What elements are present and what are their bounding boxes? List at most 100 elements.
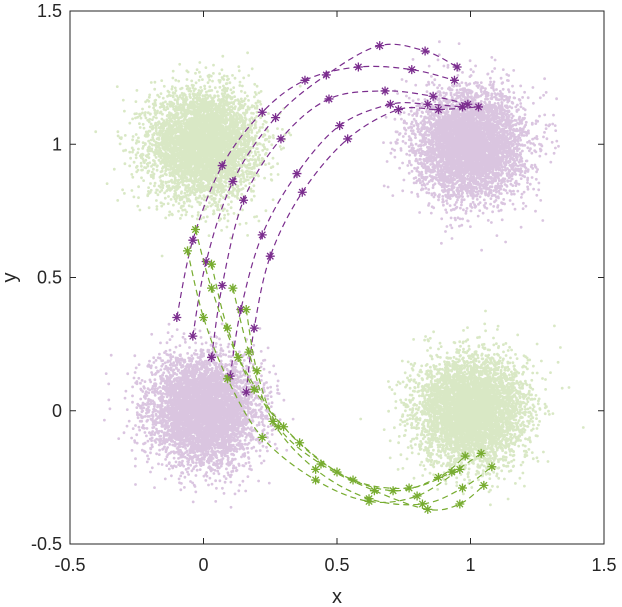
trajectory-marker — [380, 86, 390, 96]
trajectory-marker — [455, 499, 465, 509]
trajectory-line — [229, 101, 463, 377]
trajectory-green-9 — [241, 304, 489, 514]
trajectory-marker — [239, 195, 249, 205]
trajectory-marker — [479, 480, 489, 490]
x-tick-label: 1.5 — [591, 555, 616, 575]
trajectory-marker — [207, 283, 217, 293]
trajectory-line — [210, 264, 482, 490]
trajectory-marker — [447, 467, 457, 477]
trajectory-green-5 — [182, 246, 465, 506]
trajectory-marker — [423, 504, 433, 514]
trajectory-marker — [249, 323, 259, 333]
trajectory-marker — [223, 323, 233, 333]
trajectory-marker — [201, 257, 211, 267]
trajectory-marker — [273, 422, 283, 432]
x-axis-label: x — [332, 586, 342, 607]
trajectory-marker — [311, 464, 321, 474]
trajectory-purple-0 — [172, 62, 459, 322]
trajectory-marker — [433, 105, 443, 115]
trajectory-marker — [223, 374, 233, 384]
trajectory-marker — [412, 491, 422, 501]
trajectory-marker — [228, 283, 238, 293]
y-tick-label: -0.5 — [31, 534, 62, 554]
cluster-purple-2 — [103, 319, 295, 509]
plot-area-border — [69, 10, 605, 545]
trajectory-marker — [463, 99, 473, 109]
y-tick-label: 0 — [52, 401, 62, 421]
trajectory-marker — [276, 134, 286, 144]
trajectory-marker — [335, 121, 345, 131]
trajectory-green-7 — [207, 259, 486, 493]
trajectory-line — [192, 43, 458, 337]
trajectory-marker — [182, 246, 192, 256]
x-tick-label: 0.5 — [324, 555, 349, 575]
trajectory-marker — [388, 486, 398, 496]
trajectory-marker — [228, 177, 238, 187]
trajectory-marker — [423, 99, 433, 109]
trajectory-purple-2 — [207, 86, 473, 362]
trajectory-marker — [233, 352, 243, 362]
trajectory-marker — [268, 416, 278, 426]
trajectory-marker — [455, 464, 465, 474]
trajectory-marker — [449, 75, 459, 85]
trajectory-marker — [295, 438, 305, 448]
x-tick-label: 1 — [465, 555, 475, 575]
trajectory-marker — [217, 280, 227, 290]
trajectory-marker — [428, 91, 438, 101]
trajectory-marker — [420, 46, 430, 56]
x-tick-label: 0 — [198, 555, 208, 575]
trajectory-marker — [207, 259, 217, 269]
trajectory-marker — [236, 304, 246, 314]
y-tick-label: 0.5 — [37, 268, 62, 288]
trajectory-marker — [324, 94, 334, 104]
trajectory-marker — [297, 187, 307, 197]
trajectory-marker — [452, 62, 462, 72]
ticks: -0.5 0 0.5 1 1.5 -0.5 0 0.5 1 1.5 — [31, 1, 617, 575]
trajectory-marker — [311, 475, 321, 485]
trajectory-marker — [252, 366, 262, 376]
trajectory-marker — [199, 312, 208, 322]
trajectory-marker — [393, 105, 403, 115]
trajectory-marker — [417, 499, 427, 509]
trajectory-marker — [207, 352, 217, 362]
trajectory-marker — [364, 494, 374, 504]
trajectory-marker — [369, 486, 379, 496]
trajectory-line — [232, 288, 493, 506]
point-clouds — [94, 40, 585, 509]
trajectory-marker — [300, 75, 310, 85]
trajectory-marker — [241, 304, 251, 314]
trajectory-marker — [172, 312, 182, 322]
trajectory-marker — [375, 41, 385, 51]
trajectories — [172, 41, 497, 514]
trajectory-marker — [407, 65, 417, 75]
trajectory-marker — [457, 102, 467, 112]
trajectory-purple-1 — [188, 41, 462, 341]
trajectory-marker — [404, 483, 414, 493]
trajectory-marker — [343, 134, 353, 144]
cluster-green-3 — [359, 309, 585, 507]
trajectory-marker — [316, 459, 326, 469]
cluster-green-0 — [94, 51, 302, 258]
trajectory-marker — [457, 483, 467, 493]
trajectory-green-8 — [228, 283, 497, 509]
trajectory-marker — [385, 99, 395, 109]
trajectory-marker — [433, 472, 443, 482]
trajectory-marker — [188, 235, 198, 245]
trajectory-marker — [217, 161, 227, 171]
trajectory-marker — [257, 432, 267, 442]
trajectory-marker — [188, 331, 198, 341]
trajectory-marker — [265, 251, 275, 261]
trajectory-marker — [460, 451, 470, 461]
trajectory-marker — [257, 230, 267, 240]
y-axis-label: y — [0, 273, 21, 283]
trajectory-marker — [244, 347, 254, 357]
trajectory-purple-4 — [241, 102, 484, 397]
trajectory-line — [186, 250, 461, 504]
y-tick-label: 1.5 — [37, 1, 62, 21]
trajectory-marker — [353, 62, 363, 72]
trajectory-marker — [271, 113, 281, 123]
x-tick-label: -0.5 — [54, 555, 85, 575]
trajectory-marker — [241, 387, 251, 397]
trajectory-marker — [476, 448, 486, 458]
trajectory-marker — [249, 384, 259, 394]
